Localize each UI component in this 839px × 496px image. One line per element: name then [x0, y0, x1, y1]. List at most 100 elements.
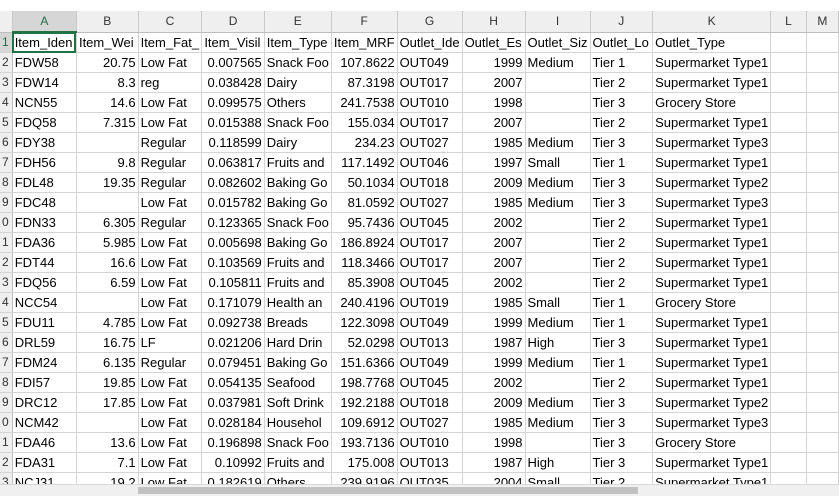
cell-f[interactable]: 155.034	[331, 112, 398, 133]
row-header[interactable]: 2	[0, 252, 13, 273]
cell-k[interactable]: Supermarket Type1	[652, 372, 772, 393]
cell-m[interactable]	[806, 232, 839, 253]
cell-e[interactable]: Health an	[264, 292, 332, 313]
cell-c[interactable]: Regular	[138, 352, 203, 373]
cell-l[interactable]	[770, 152, 807, 173]
cell-h[interactable]: 2002	[462, 272, 526, 293]
cell-b[interactable]: 16.75	[76, 332, 139, 353]
cell-b[interactable]	[76, 192, 139, 213]
cell-d[interactable]: Item_Visil	[201, 32, 265, 53]
cell-k[interactable]: Supermarket Type1	[652, 352, 772, 373]
cell-c[interactable]: Low Fat	[138, 392, 203, 413]
cell-c[interactable]: Regular	[138, 132, 203, 153]
horizontal-scrollbar[interactable]	[0, 484, 839, 496]
cell-g[interactable]: OUT046	[397, 152, 463, 173]
column-header-e[interactable]: E	[264, 11, 332, 33]
cell-l[interactable]	[770, 332, 807, 353]
cell-c[interactable]: LF	[138, 332, 203, 353]
row-header[interactable]: 9	[0, 392, 13, 413]
cell-b[interactable]	[76, 292, 139, 313]
cell-f[interactable]: 151.6366	[331, 352, 398, 373]
cell-d[interactable]: 0.007565	[201, 52, 265, 73]
cell-j[interactable]: Tier 2	[590, 252, 654, 273]
cell-a[interactable]: FDU11	[12, 312, 77, 333]
cell-h[interactable]: 1997	[462, 152, 526, 173]
cell-a[interactable]: NCC54	[12, 292, 77, 313]
cell-h[interactable]: 2009	[462, 392, 526, 413]
cell-l[interactable]	[770, 212, 807, 233]
cell-i[interactable]	[525, 92, 591, 113]
cell-k[interactable]: Supermarket Type1	[652, 332, 772, 353]
cell-j[interactable]: Tier 3	[590, 412, 654, 433]
cell-f[interactable]: 193.7136	[331, 432, 398, 453]
cell-l[interactable]	[770, 372, 807, 393]
row-header[interactable]: 1	[0, 432, 13, 453]
cell-m[interactable]	[806, 292, 839, 313]
cell-b[interactable]: 7.1	[76, 452, 139, 473]
cell-i[interactable]	[525, 272, 591, 293]
cell-f[interactable]: 241.7538	[331, 92, 398, 113]
cell-g[interactable]: OUT045	[397, 372, 463, 393]
cell-g[interactable]: OUT018	[397, 392, 463, 413]
cell-a[interactable]: FDH56	[12, 152, 77, 173]
cell-g[interactable]: OUT049	[397, 52, 463, 73]
cell-e[interactable]: Snack Foo	[264, 432, 332, 453]
cell-k[interactable]: Supermarket Type1	[652, 112, 772, 133]
cell-c[interactable]: Low Fat	[138, 312, 203, 333]
cell-b[interactable]: 16.6	[76, 252, 139, 273]
column-header-h[interactable]: H	[462, 11, 526, 33]
cell-f[interactable]: 81.0592	[331, 192, 398, 213]
row-header[interactable]: 1	[0, 232, 13, 253]
cell-f[interactable]: 117.1492	[331, 152, 398, 173]
cell-m[interactable]	[806, 412, 839, 433]
column-header-a[interactable]: A	[12, 11, 77, 33]
cell-e[interactable]: Snack Foo	[264, 212, 332, 233]
cell-m[interactable]	[806, 372, 839, 393]
row-header[interactable]: 0	[0, 212, 13, 233]
column-header-m[interactable]: M	[806, 11, 839, 33]
column-header-l[interactable]: L	[770, 11, 807, 33]
cell-f[interactable]: 50.1034	[331, 172, 398, 193]
row-header[interactable]: 2	[0, 452, 13, 473]
cell-e[interactable]: Baking Go	[264, 192, 332, 213]
cell-l[interactable]	[770, 452, 807, 473]
cell-d[interactable]: 0.054135	[201, 372, 265, 393]
row-header[interactable]: 8	[0, 372, 13, 393]
cell-b[interactable]: 19.85	[76, 372, 139, 393]
row-header[interactable]: 3	[0, 272, 13, 293]
cell-g[interactable]: OUT027	[397, 412, 463, 433]
column-header-k[interactable]: K	[652, 11, 772, 33]
cell-e[interactable]: Hard Drin	[264, 332, 332, 353]
cell-c[interactable]: Low Fat	[138, 452, 203, 473]
cell-k[interactable]: Supermarket Type1	[652, 152, 772, 173]
cell-m[interactable]	[806, 72, 839, 93]
cell-j[interactable]: Tier 3	[590, 132, 654, 153]
cell-l[interactable]	[770, 432, 807, 453]
cell-h[interactable]: 2007	[462, 232, 526, 253]
cell-i[interactable]: Small	[525, 292, 591, 313]
cell-g[interactable]: OUT010	[397, 432, 463, 453]
column-header-f[interactable]: F	[331, 11, 398, 33]
cell-a[interactable]: FDW14	[12, 72, 77, 93]
cell-g[interactable]: OUT017	[397, 232, 463, 253]
cell-f[interactable]: 240.4196	[331, 292, 398, 313]
cell-i[interactable]: Medium	[525, 172, 591, 193]
cell-m[interactable]	[806, 392, 839, 413]
cell-e[interactable]: Fruits and	[264, 252, 332, 273]
cell-f[interactable]: 85.3908	[331, 272, 398, 293]
cell-g[interactable]: Outlet_Ide	[397, 32, 463, 53]
cell-b[interactable]	[76, 132, 139, 153]
cell-k[interactable]: Supermarket Type3	[652, 412, 772, 433]
cell-d[interactable]: 0.037981	[201, 392, 265, 413]
cell-i[interactable]	[525, 252, 591, 273]
cell-j[interactable]: Tier 2	[590, 112, 654, 133]
cell-f[interactable]: 198.7768	[331, 372, 398, 393]
cell-d[interactable]: 0.015388	[201, 112, 265, 133]
row-header[interactable]: 8	[0, 172, 13, 193]
cell-a[interactable]: FDC48	[12, 192, 77, 213]
column-header-j[interactable]: J	[590, 11, 654, 33]
cell-j[interactable]: Tier 1	[590, 52, 654, 73]
cell-d[interactable]: 0.171079	[201, 292, 265, 313]
cell-f[interactable]: 192.2188	[331, 392, 398, 413]
cell-i[interactable]	[525, 212, 591, 233]
